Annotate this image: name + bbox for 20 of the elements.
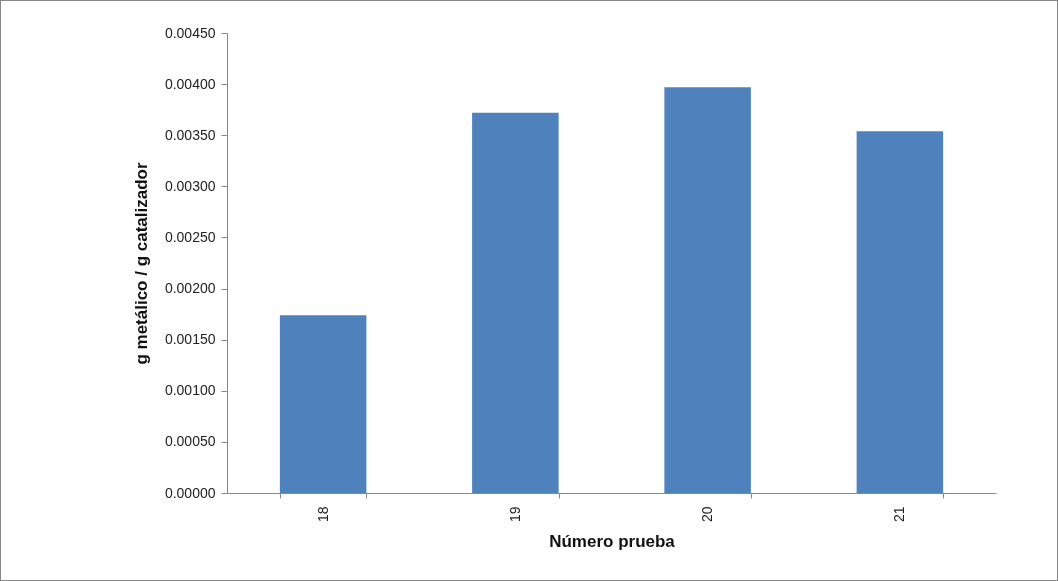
y-tick-label: 0.00350 [164,126,216,143]
y-tick-label: 0.00400 [164,75,216,92]
y-tick-label: 0.00250 [164,228,216,245]
bar [279,315,367,493]
y-axis-title: g metálico / g catalizador [131,162,151,365]
y-tick-label: 0.00450 [164,24,216,41]
y-tick-label: 0.00050 [164,433,216,450]
y-tick-label: 0.00200 [164,280,216,297]
bar [472,112,559,493]
y-tick-label: 0.00000 [164,484,216,501]
y-tick-label: 0.00100 [164,382,216,399]
y-tick-label: 0.00150 [164,331,216,348]
x-tick-label: 18 [314,506,331,523]
x-tick-label: 20 [699,506,716,523]
x-axis-title: Número prueba [549,532,676,552]
bar [664,87,751,493]
bar [856,131,944,493]
x-tick-label: 21 [891,506,908,523]
x-tick-label: 19 [506,506,523,523]
y-tick-label: 0.00300 [164,177,216,194]
